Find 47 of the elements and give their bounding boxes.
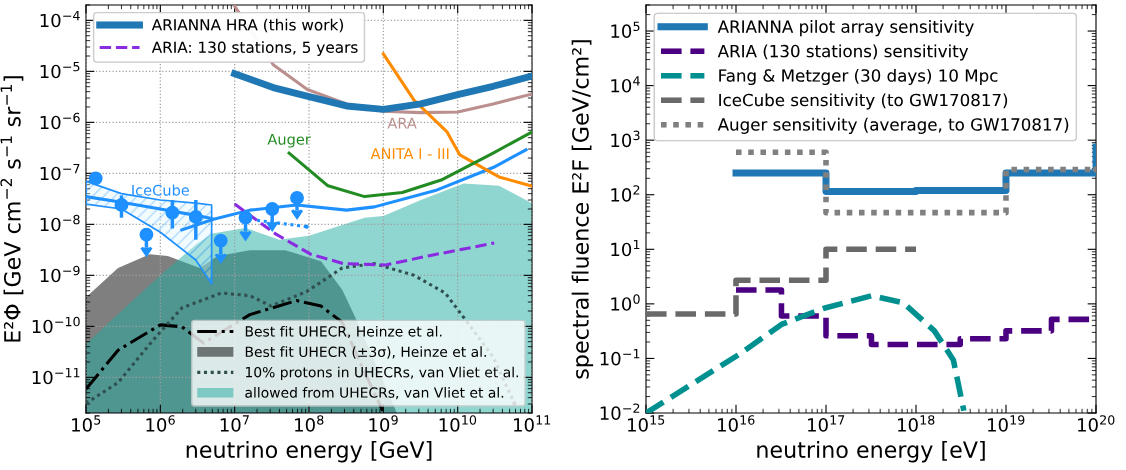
legend-label: ARIA (130 stations) sensitivity bbox=[717, 44, 969, 61]
y-tick-label: 10$^{−10}$ bbox=[32, 316, 80, 334]
y-tick-label: 10$^{4}$ bbox=[611, 76, 640, 93]
y-tick-label: 10$^{−1}$ bbox=[600, 349, 640, 366]
legend-label: allowed from UHECRs, van Vliet et al. bbox=[245, 387, 504, 400]
x-tick-label: 10$^{15}$ bbox=[628, 415, 665, 432]
y-tick-label: 10$^{−7}$ bbox=[40, 163, 80, 181]
series-label: IceCube bbox=[132, 184, 190, 196]
legend-label: ARIANNA pilot array sensitivity bbox=[717, 20, 974, 37]
legend-label: Best fit UHECR (±3σ), Heinze et al. bbox=[245, 346, 486, 359]
y-tick-label: 10$^{−8}$ bbox=[40, 214, 80, 232]
x-tick-label: 10$^{17}$ bbox=[808, 415, 845, 432]
legend-label: 10% protons in UHECRs, van Vliet et al. bbox=[246, 366, 519, 381]
x-tick-label: 10$^{8}$ bbox=[295, 415, 324, 432]
x-tick-label: 10$^{18}$ bbox=[898, 415, 935, 432]
y-tick-label: 10$^{−6}$ bbox=[40, 112, 80, 130]
x-tick-label: 10$^{5}$ bbox=[72, 415, 101, 432]
y-tick-label: 10$^{3}$ bbox=[611, 130, 640, 148]
x-tick-label: 10$^{11}$ bbox=[514, 415, 551, 432]
x-tick-label: 10$^{19}$ bbox=[988, 415, 1025, 432]
x-tick-label: 10$^{7}$ bbox=[220, 415, 249, 432]
y-tick-label: 10$^{2}$ bbox=[611, 185, 640, 202]
legend-label: ARIANNA HRA (this work) bbox=[151, 18, 343, 33]
legend-label: IceCube sensitivity (to GW170817) bbox=[719, 93, 1008, 110]
x-tick-label: 10$^{9}$ bbox=[369, 415, 398, 432]
x-tick-label: 10$^{20}$ bbox=[1078, 415, 1115, 432]
x-axis-title: neutrino energy [eV] bbox=[757, 440, 985, 463]
x-tick-label: 10$^{16}$ bbox=[718, 415, 755, 432]
series-label: ARA bbox=[387, 117, 417, 129]
x-tick-label: 10$^{10}$ bbox=[439, 415, 477, 432]
y-tick-label: 10$^{−5}$ bbox=[40, 61, 80, 79]
legend-label: ARIA: 130 stations, 5 years bbox=[151, 41, 358, 56]
y-tick-label: 10$^{−11}$ bbox=[32, 367, 80, 385]
y-axis-title: spectral fluence E²F [GeV/cm²] bbox=[571, 40, 594, 379]
y-tick-label: 10$^{−9}$ bbox=[40, 265, 80, 283]
y-tick-label: 10$^{0}$ bbox=[611, 294, 640, 311]
legend-label: Fang & Metzger (30 days) 10 Mpc bbox=[719, 68, 998, 86]
x-tick-label: 10$^{6}$ bbox=[146, 415, 175, 432]
y-axis-title: E²Φ [GeV cm$^{−2}$ s$^{−1}$ sr$^{−1}$] bbox=[0, 76, 24, 342]
y-tick-label: 10$^{−4}$ bbox=[40, 10, 80, 28]
y-tick-label: 10$^{1}$ bbox=[611, 239, 640, 257]
series-label: Auger bbox=[267, 133, 311, 148]
y-tick-label: 10$^{5}$ bbox=[611, 21, 640, 39]
x-axis-title: neutrino energy [GeV] bbox=[186, 440, 432, 463]
legend-label: Auger sensitivity (average, to GW170817) bbox=[717, 117, 1069, 134]
series-label: ANITA I - III bbox=[370, 148, 449, 159]
legend-label: Best fit UHECR, Heinze et al. bbox=[245, 325, 442, 339]
